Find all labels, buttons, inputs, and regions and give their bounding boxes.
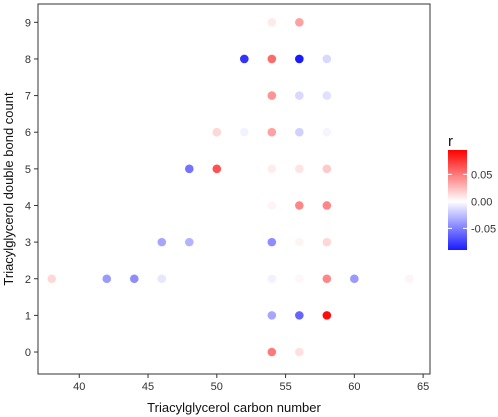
data-point: [350, 274, 359, 284]
data-point: [157, 237, 167, 247]
y-tick-label: 8: [25, 54, 31, 66]
plot-panel: [37, 3, 431, 375]
x-tick-label: 55: [279, 381, 291, 393]
y-tick-label: 7: [25, 91, 31, 103]
data-point: [267, 274, 277, 284]
data-point: [102, 274, 112, 284]
y-tick-label: 5: [25, 164, 31, 176]
data-point: [322, 201, 332, 210]
data-point: [322, 127, 332, 137]
data-point: [212, 127, 222, 137]
x-tick-label: 60: [348, 381, 360, 393]
x-tick-label: 40: [73, 381, 85, 393]
data-point: [322, 237, 332, 247]
x-tick-label: 50: [211, 381, 223, 393]
data-point: [184, 164, 194, 174]
data-point: [295, 54, 304, 64]
legend-tick-label: 0.00: [471, 196, 492, 208]
data-point: [47, 274, 57, 284]
y-tick-label: 4: [25, 200, 31, 212]
data-points: [47, 18, 414, 357]
data-point: [212, 164, 222, 174]
data-point: [267, 164, 277, 174]
x-tick-label: 65: [417, 381, 429, 393]
data-point: [295, 18, 304, 27]
y-axis-title: Triacylglycerol double bond count: [1, 92, 16, 286]
data-point: [322, 274, 332, 284]
data-point: [295, 311, 304, 320]
data-point: [322, 91, 332, 100]
data-point: [295, 164, 304, 174]
data-point: [295, 91, 304, 100]
data-point: [267, 347, 277, 357]
data-point: [267, 311, 277, 320]
data-point: [322, 54, 332, 64]
data-point: [267, 91, 277, 100]
y-tick-label: 0: [25, 347, 31, 359]
y-tick-label: 1: [25, 310, 31, 322]
x-tick-label: 45: [142, 381, 154, 393]
legend-tick-label: 0.05: [471, 169, 492, 181]
data-point: [267, 127, 277, 137]
legend-tick-label: -0.05: [471, 223, 496, 235]
y-tick-label: 3: [25, 237, 31, 249]
data-point: [405, 274, 414, 284]
data-point: [129, 274, 139, 284]
data-point: [240, 127, 249, 137]
legend-colorbar: [448, 150, 467, 250]
legend-title: r: [448, 133, 453, 150]
y-tick-label: 2: [25, 274, 31, 286]
data-point: [267, 18, 277, 27]
data-point: [267, 201, 277, 210]
data-point: [295, 274, 304, 284]
data-point: [267, 237, 277, 247]
y-axis: 0 1 2 3 4 5 6 7 8 9: [25, 17, 38, 359]
data-point: [157, 274, 167, 284]
data-point: [295, 201, 304, 210]
legend-ticks: 0.05 0.00 -0.05: [448, 169, 496, 235]
y-tick-label: 9: [25, 17, 31, 29]
color-legend: r 0.05 0.00 -0.05: [448, 133, 496, 250]
data-point: [295, 127, 304, 137]
data-point: [322, 311, 332, 320]
x-axis: 40 45 50 55 60 65: [73, 374, 429, 393]
y-tick-label: 6: [25, 127, 31, 139]
data-point: [322, 164, 332, 174]
data-point: [240, 54, 249, 64]
data-point: [295, 347, 304, 357]
data-point: [267, 54, 277, 64]
data-point: [295, 237, 304, 247]
data-point: [184, 237, 194, 247]
x-axis-title: Triacylglycerol carbon number: [147, 400, 321, 415]
